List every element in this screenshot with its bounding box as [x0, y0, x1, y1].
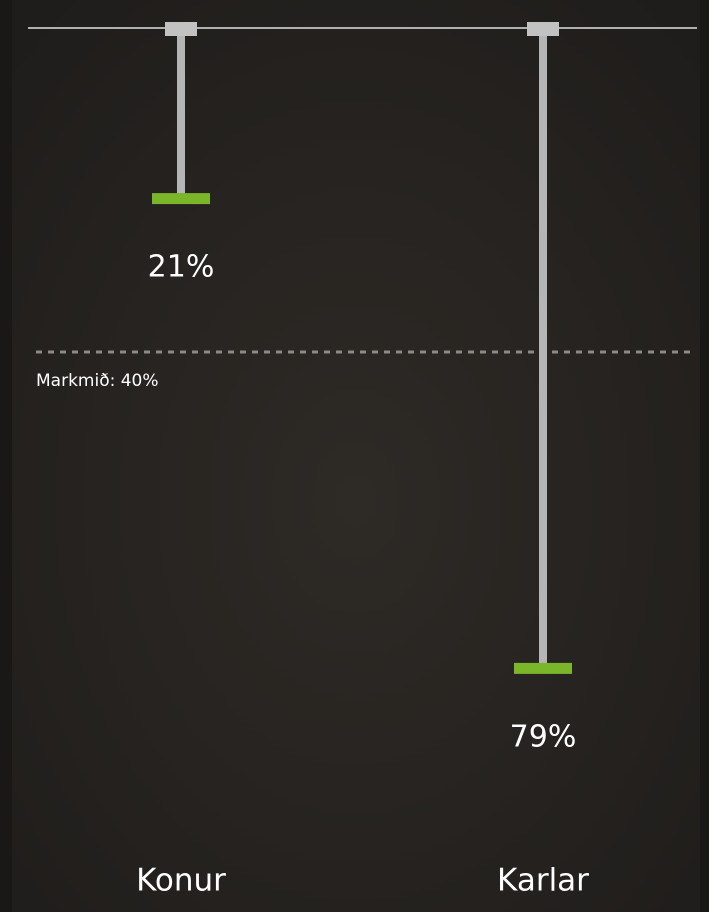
- bar-stem: [539, 28, 547, 668]
- value-label: 21%: [148, 250, 215, 285]
- category-label: Konur: [136, 863, 226, 899]
- category-label: Karlar: [497, 863, 589, 899]
- bar-cap: [527, 22, 559, 36]
- chart: Markmið: 40% 21% Konur 79% Karlar: [0, 0, 709, 912]
- bar-end: [152, 193, 210, 204]
- bar-cap: [165, 22, 197, 36]
- background: [12, 0, 700, 912]
- target-label: Markmið: 40%: [36, 371, 159, 391]
- bar-stem: [177, 28, 185, 198]
- page: {"chart_data": {"type": "drop-bar", "cat…: [0, 0, 709, 912]
- bar-end: [514, 663, 572, 674]
- value-label: 79%: [510, 719, 577, 754]
